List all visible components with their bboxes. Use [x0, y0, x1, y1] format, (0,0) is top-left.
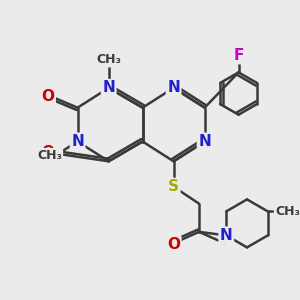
Text: O: O [41, 145, 55, 160]
Text: N: N [198, 134, 211, 149]
Text: S: S [168, 179, 179, 194]
Text: CH₃: CH₃ [275, 205, 300, 218]
Text: CH₃: CH₃ [96, 53, 121, 66]
Text: N: N [167, 80, 180, 95]
Text: F: F [233, 48, 244, 63]
Text: N: N [102, 80, 115, 95]
Text: CH₃: CH₃ [37, 149, 62, 162]
Text: N: N [71, 134, 84, 149]
Text: N: N [220, 228, 233, 243]
Text: O: O [41, 89, 55, 104]
Text: O: O [167, 237, 180, 252]
